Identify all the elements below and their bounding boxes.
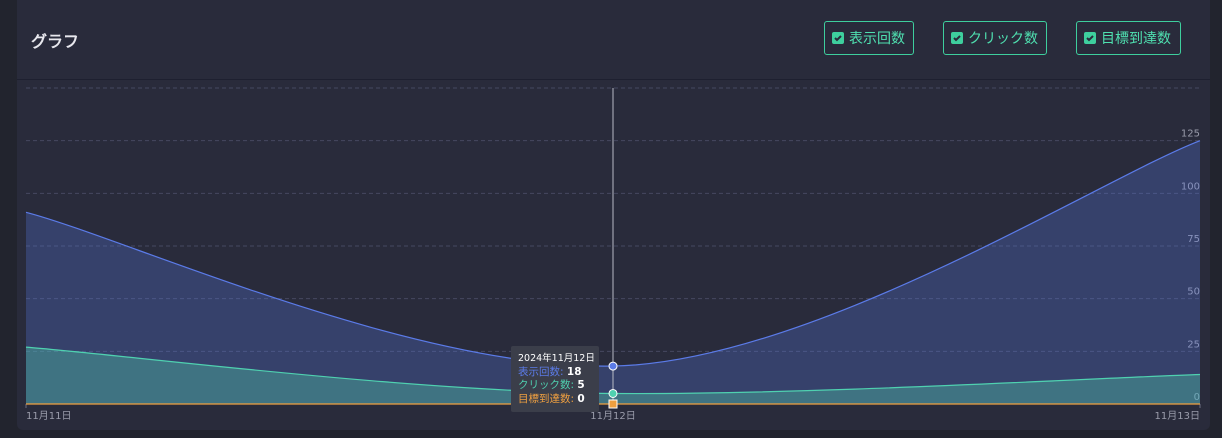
header: グラフ xyxy=(17,0,1210,80)
hover-point xyxy=(608,361,618,371)
tooltip-row: クリック数5 xyxy=(518,379,592,393)
tooltip: 2024年11月12日 表示回数18クリック数5目標到達数0 xyxy=(511,346,599,412)
tooltip-value: 5 xyxy=(577,379,585,391)
area-fill xyxy=(26,140,1200,404)
tooltip-title: 2024年11月12日 xyxy=(518,353,595,364)
toggle-button[interactable]: 目標到達数 xyxy=(1076,21,1181,55)
checkbox xyxy=(951,32,963,44)
toggle-label: 表示回数 xyxy=(849,31,905,47)
area-fill xyxy=(26,347,1200,404)
tooltip-series: 目標到達数 xyxy=(518,393,577,405)
checkbox xyxy=(832,32,844,44)
x-tick-label: 11月11日 xyxy=(26,410,71,422)
tooltip-value: 0 xyxy=(577,392,585,405)
x-tick-label: 11月13日 xyxy=(1155,410,1200,422)
tooltip-series: 表示回数 xyxy=(518,366,567,378)
y-tick-label: 50 xyxy=(1187,287,1200,298)
tooltip-value: 18 xyxy=(566,365,582,378)
y-tick-label: 25 xyxy=(1187,339,1200,350)
y-tick-label: 125 xyxy=(1181,129,1200,140)
tooltip-series: クリック数 xyxy=(518,379,577,391)
y-tick-label: 100 xyxy=(1181,181,1200,192)
hover-point xyxy=(608,399,618,409)
toggle-button[interactable]: 表示回数 xyxy=(824,21,914,55)
tooltip-row: 表示回数18 xyxy=(518,366,592,380)
toggle-button[interactable]: クリック数 xyxy=(943,21,1047,55)
y-tick-label: 75 xyxy=(1187,234,1200,245)
toggle-label: クリック数 xyxy=(968,31,1038,47)
x-tick-label: 11月12日 xyxy=(590,410,635,422)
hover-point xyxy=(608,388,618,398)
title: グラフ xyxy=(31,32,80,51)
y-tick-label: 0 xyxy=(1194,392,1200,403)
toggle-label: 目標到達数 xyxy=(1101,31,1171,47)
checkbox xyxy=(1084,32,1096,44)
